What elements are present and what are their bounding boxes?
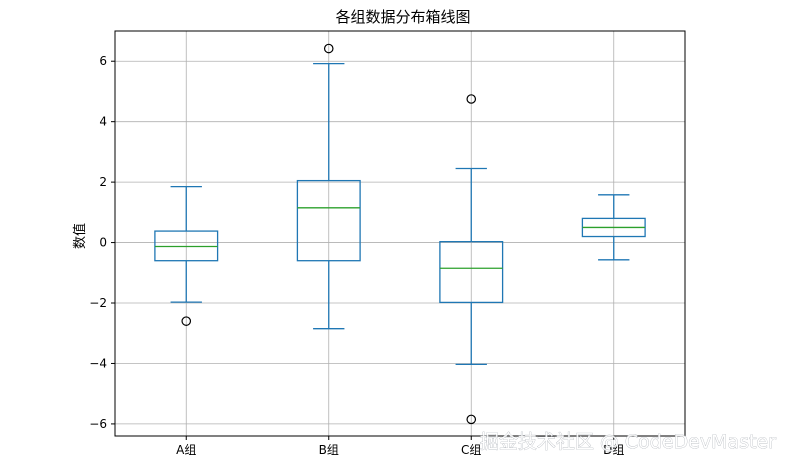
outlier-point	[466, 414, 477, 425]
watermark-text: 掘金技术社区 @ CodeDevMaster	[480, 431, 776, 453]
chart-title: 各组数据分布箱线图	[335, 8, 470, 26]
box-series	[154, 43, 646, 425]
y-tick-label: 2	[99, 175, 107, 189]
box-group	[439, 94, 504, 425]
x-tick-label: A组	[176, 443, 196, 457]
outlier-point	[466, 94, 477, 104]
y-tick-label: 0	[99, 236, 107, 250]
outlier-point	[181, 316, 192, 326]
y-tick-label: −4	[89, 356, 107, 370]
iqr-box	[296, 179, 361, 262]
y-tick-label: −2	[89, 296, 107, 310]
plot-frame	[114, 30, 686, 437]
y-tick-label: 4	[99, 115, 107, 129]
axis-ticks: −6 −4 −2 0 2 4 6 A组 B组 C组 D组	[89, 54, 624, 457]
x-tick-label: D组	[603, 443, 624, 457]
x-tick-label: B组	[319, 443, 339, 457]
x-tick-label: C组	[461, 443, 481, 457]
outlier-point	[323, 43, 334, 54]
box-group	[154, 186, 219, 326]
iqr-box	[439, 241, 504, 304]
y-axis-label: 数值	[72, 223, 88, 249]
grid-lines	[115, 31, 685, 436]
y-tick-label: −6	[89, 417, 107, 431]
y-tick-label: 6	[99, 54, 107, 68]
box-group	[581, 194, 646, 261]
box-group	[296, 43, 361, 330]
